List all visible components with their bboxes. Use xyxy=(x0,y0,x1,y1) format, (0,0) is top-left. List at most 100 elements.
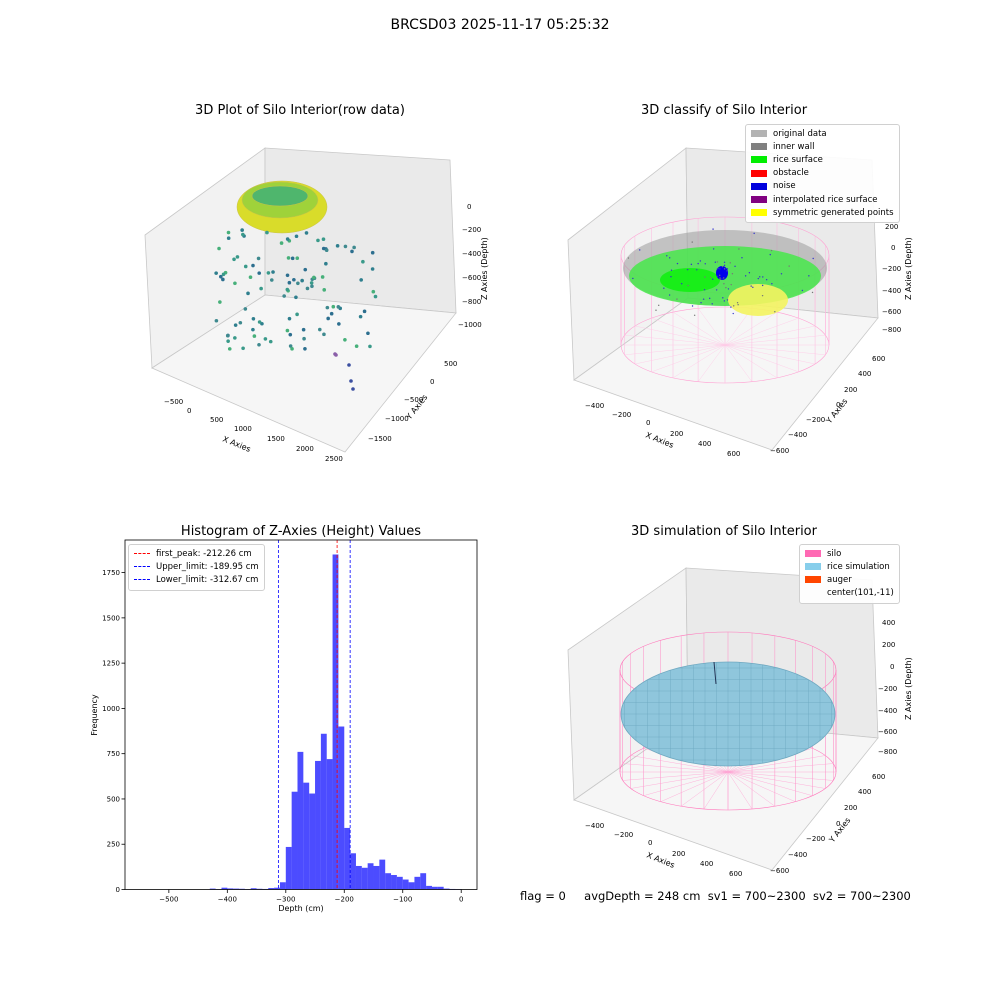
noise-point xyxy=(725,286,727,289)
raw-point xyxy=(354,344,359,349)
noise-point xyxy=(723,264,726,267)
raw-point xyxy=(233,323,238,327)
simulation-ytick: −600 xyxy=(770,867,789,875)
classify-ytick: 600 xyxy=(872,355,885,363)
classify-legend: original data inner wall rice surface ob… xyxy=(745,124,900,224)
raw-point xyxy=(334,353,338,357)
raw-point xyxy=(226,339,230,343)
legend-swatch xyxy=(751,156,767,164)
histogram-bar xyxy=(437,886,444,890)
noise-point xyxy=(711,303,713,305)
noise-point xyxy=(774,311,776,313)
histogram-bar xyxy=(391,875,397,890)
legend-swatch xyxy=(751,169,767,177)
simulation-zlabel: Z Axies (Depth) xyxy=(904,657,913,720)
noise-point xyxy=(693,314,696,317)
noise-point xyxy=(752,286,754,289)
auger-marker xyxy=(713,661,717,685)
legend-swatch xyxy=(751,143,767,151)
noise-point xyxy=(703,289,706,291)
classify-xtick: 0 xyxy=(646,419,650,427)
noise-point xyxy=(712,248,715,250)
legend-item: obstacle xyxy=(751,167,894,180)
legend-label: original data xyxy=(773,128,827,139)
histogram-bar xyxy=(250,888,257,890)
raw-point xyxy=(288,344,293,348)
raw-ztick: −200 xyxy=(462,226,481,234)
noise-point xyxy=(708,297,711,300)
raw-point xyxy=(337,322,341,326)
classify-noise-points xyxy=(627,228,814,317)
histogram-bar xyxy=(279,882,286,890)
simulation-ytick: 0 xyxy=(836,820,840,828)
noise-point xyxy=(691,305,694,307)
histogram-bar xyxy=(268,888,275,890)
wire-line xyxy=(672,311,726,346)
raw-point xyxy=(304,231,309,235)
noise-point xyxy=(736,301,739,304)
legend-swatch xyxy=(805,563,821,571)
wire-line xyxy=(651,344,726,373)
legend-label: noise xyxy=(773,181,796,192)
classify-ytick: 200 xyxy=(844,386,857,394)
histogram-bar xyxy=(443,888,450,890)
classify-xtick: 200 xyxy=(670,430,683,438)
raw-point xyxy=(324,248,329,253)
noise-point xyxy=(723,261,726,263)
raw-point xyxy=(285,328,290,333)
noise-point xyxy=(668,257,671,259)
raw-point xyxy=(285,273,290,278)
histogram-bar xyxy=(315,760,321,890)
raw-point xyxy=(358,314,363,319)
wire-line xyxy=(724,344,753,382)
wire-line xyxy=(643,771,729,796)
noise-point xyxy=(761,294,764,297)
raw-point xyxy=(321,246,326,251)
simulation-ztick: −600 xyxy=(878,728,897,736)
raw-point xyxy=(329,311,334,316)
histogram-bar xyxy=(431,886,438,890)
histogram-bar xyxy=(326,759,333,890)
noise-point xyxy=(627,257,630,259)
classify-ztick: 200 xyxy=(885,223,898,231)
noise-point xyxy=(716,275,719,277)
classify-ytick: 0 xyxy=(836,401,840,409)
legend-item: original data xyxy=(751,127,894,140)
simulation-ztick: −200 xyxy=(878,685,897,693)
simulation-ytick: −200 xyxy=(806,835,825,843)
raw-plot-title: 3D Plot of Silo Interior(row data) xyxy=(195,103,405,118)
legend-swatch xyxy=(805,576,821,584)
legend-item: first_peak: -212.26 cm xyxy=(134,547,259,560)
histogram-bar xyxy=(227,888,234,890)
y-tick-label: 1250 xyxy=(102,660,120,668)
histogram-bar xyxy=(285,846,292,890)
wire-line xyxy=(724,344,778,379)
raw-point xyxy=(336,305,341,309)
classify-ztick: 0 xyxy=(891,244,895,252)
noise-point xyxy=(726,270,728,272)
legend-item: rice simulation xyxy=(805,560,894,573)
wire-line xyxy=(727,771,813,796)
raw-point xyxy=(303,267,308,272)
legend-label: auger xyxy=(827,574,852,585)
raw-point xyxy=(294,295,298,300)
raw-ytick: −1000 xyxy=(385,415,409,423)
raw-point xyxy=(219,274,223,279)
wire-line xyxy=(724,344,826,356)
raw-zlabel: Z Axies (Depth) xyxy=(480,237,489,300)
legend-item: Upper_limit: -189.95 cm xyxy=(134,560,259,573)
raw-point xyxy=(226,230,231,235)
noise-point xyxy=(715,289,718,291)
histogram-y-ticks: 0 250 500 750 1000 1250 1500 1750 xyxy=(102,569,125,894)
raw-point xyxy=(243,307,248,311)
histogram-bar xyxy=(291,791,298,890)
raw-point xyxy=(248,275,253,280)
raw-point xyxy=(263,337,268,341)
legend-line xyxy=(134,566,150,568)
y-tick-label: 750 xyxy=(107,750,120,758)
raw-point xyxy=(221,277,225,282)
noise-point xyxy=(702,298,705,300)
histogram-bar xyxy=(408,882,415,890)
raw-point xyxy=(225,333,230,338)
wire-line xyxy=(624,344,726,356)
